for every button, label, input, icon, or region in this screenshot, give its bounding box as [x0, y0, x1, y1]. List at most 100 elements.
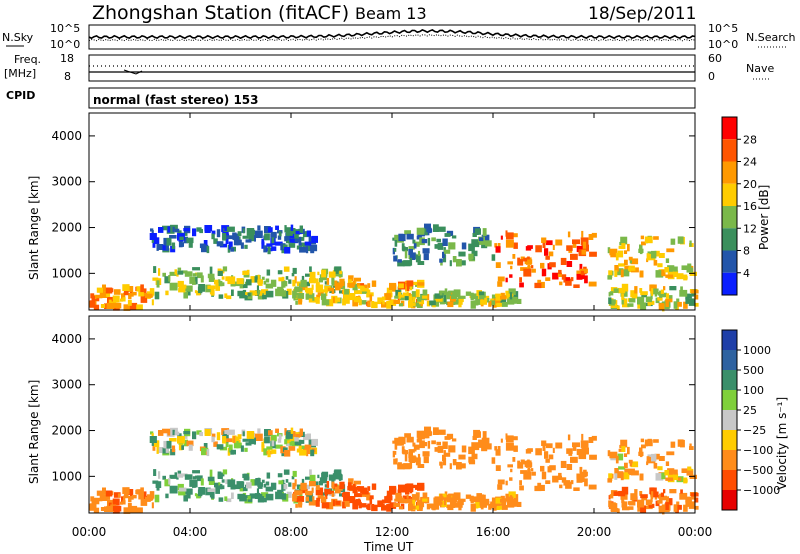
power-cell: [609, 248, 618, 256]
velocity-cell: [694, 505, 699, 510]
velocity-cell: [484, 500, 488, 505]
power-cell: [589, 251, 597, 257]
velocity-cell: [278, 480, 284, 485]
power-cell: [301, 275, 305, 281]
velocity-cell: [677, 439, 684, 447]
velocity-cell: [397, 497, 405, 501]
power-cell: [317, 292, 324, 296]
velocity-cell: [264, 429, 271, 436]
velocity-cell: [224, 496, 228, 501]
colorbar-tick-label: 12: [743, 222, 757, 235]
velocity-cell: [497, 484, 503, 490]
velocity-cell: [408, 503, 414, 511]
power-cell: [275, 288, 283, 297]
power-cell: [302, 231, 309, 238]
power-cell: [224, 293, 228, 298]
power-cell: [306, 246, 309, 254]
power-cell: [608, 292, 611, 297]
power-cell: [280, 243, 286, 251]
colorbar-frame: [721, 329, 738, 511]
power-cell: [257, 289, 260, 295]
power-cell: [127, 299, 132, 306]
velocity-cell: [470, 496, 479, 503]
power-cell: [315, 284, 324, 293]
velocity-cell: [523, 471, 532, 480]
power-cell: [523, 268, 532, 277]
power-cell: [174, 228, 180, 233]
power-cell: [534, 282, 542, 289]
velocity-cell: [512, 457, 516, 462]
velocity-cell: [320, 496, 327, 503]
power-cell: [479, 291, 486, 300]
power-cell: [295, 301, 298, 305]
power-cell: [637, 296, 645, 305]
power-cell: [641, 293, 647, 298]
velocity-cell: [344, 491, 350, 498]
power-cell: [344, 296, 350, 304]
velocity-cell: [650, 496, 653, 503]
power-cell: [211, 233, 215, 240]
power-cell: [151, 230, 154, 234]
velocity-cell: [645, 499, 653, 506]
power-cell: [164, 276, 170, 284]
power-cell: [158, 244, 164, 250]
velocity-cell: [333, 483, 338, 490]
y-tick-label: 2000: [51, 424, 82, 438]
power-cell: [506, 232, 514, 240]
power-cell: [295, 230, 302, 235]
velocity-cell: [91, 498, 96, 505]
power-cell: [644, 236, 653, 244]
power-cell: [244, 244, 248, 249]
velocity-cell: [123, 492, 129, 499]
power-cell: [437, 242, 444, 250]
velocity-cell: [311, 487, 314, 493]
power-cell: [256, 285, 259, 294]
velocity-cell: [545, 480, 551, 484]
colorbar-segment: [722, 139, 737, 162]
power-cell: [152, 277, 159, 281]
velocity-cell: [500, 495, 505, 501]
velocity-cell: [583, 444, 587, 452]
power-cell: [216, 229, 221, 238]
velocity-cell: [628, 470, 636, 474]
power-cell: [509, 292, 513, 300]
power-cell: [154, 291, 160, 300]
velocity-cell: [623, 453, 628, 457]
power-cell: [284, 236, 288, 242]
velocity-cell: [237, 434, 242, 440]
power-cell: [640, 302, 647, 310]
power-cell: [541, 237, 547, 243]
power-cell: [617, 250, 624, 258]
velocity-cell: [511, 499, 518, 507]
velocity-cell: [646, 456, 650, 464]
power-cell: [305, 293, 309, 299]
y-tick-label: 3000: [51, 175, 82, 189]
colorbar-segment: [722, 161, 737, 184]
power-cell: [650, 293, 653, 300]
power-cell: [501, 302, 508, 307]
velocity-cell: [192, 476, 197, 480]
y-tick-label: 1000: [51, 469, 82, 483]
power-cell: [630, 258, 639, 265]
power-cell: [393, 299, 401, 304]
velocity-cell: [541, 440, 547, 446]
velocity-cell: [262, 497, 267, 503]
power-cell: [249, 290, 258, 296]
power-cell: [442, 254, 447, 263]
colorbar-segment: [722, 117, 737, 140]
power-cell: [618, 245, 624, 249]
power-cell: [457, 295, 466, 299]
power-cell: [416, 297, 422, 302]
power-cell: [475, 299, 482, 305]
velocity-cell: [473, 503, 479, 509]
power-cell: [328, 271, 336, 278]
power-cell: [505, 230, 508, 237]
power-cell: [627, 303, 634, 307]
velocity-cell: [166, 432, 175, 437]
power-cell: [305, 281, 310, 287]
velocity-cell: [324, 489, 331, 495]
velocity-cell: [458, 454, 466, 460]
power-cell: [324, 286, 331, 292]
power-cell: [537, 279, 542, 283]
